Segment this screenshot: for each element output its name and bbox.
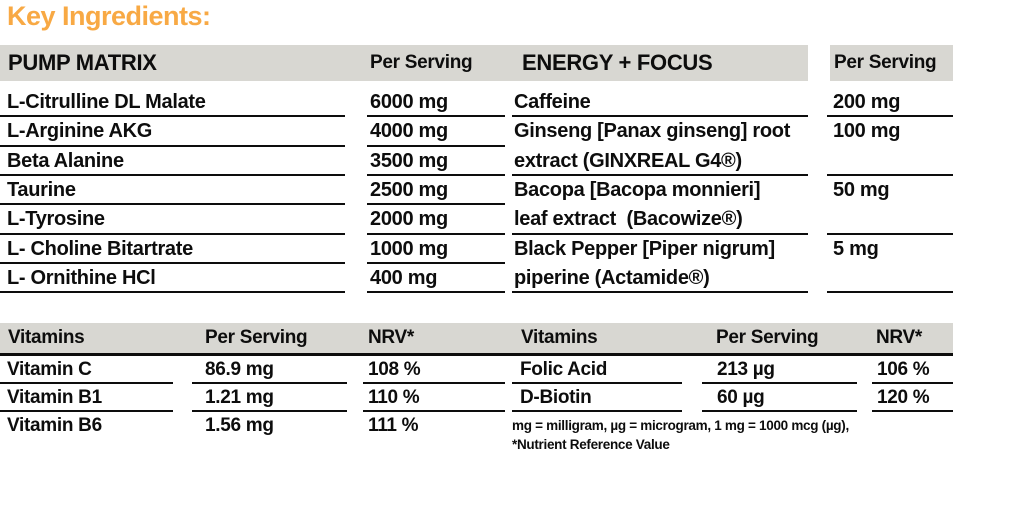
ingredient-name-line: Ginseng [Panax ginseng] root	[514, 120, 791, 143]
top-header-bar: PUMP MATRIX Per Serving ENERGY + FOCUS	[0, 45, 808, 81]
vitamins-right-title: Vitamins	[521, 327, 598, 348]
table-row: Bacopa [Bacopa monnieri] leaf extract (B…	[512, 176, 953, 235]
ingredient-name: Black Pepper [Piper nigrum] piperine (Ac…	[512, 235, 808, 294]
vitamin-nrv: 108 %	[363, 356, 505, 385]
vitamin-name: Vitamin B6	[7, 415, 102, 437]
ingredient-amount: 6000 mg	[367, 88, 505, 118]
ingredient-amount: 100 mg	[827, 117, 953, 177]
table-row: Taurine 2500 mg	[0, 176, 505, 206]
ingredient-amount: 3500 mg	[367, 147, 505, 177]
ingredient-name-line: leaf extract (Bacowize®)	[514, 208, 743, 231]
vitamins-left-nrv-header: NRV*	[368, 327, 414, 348]
ingredient-amount: 2000 mg	[367, 205, 505, 235]
ingredient-name: L-Citrulline DL Malate	[0, 88, 345, 118]
table-row: L- Ornithine HCl 400 mg	[0, 264, 505, 294]
ingredient-name: L- Ornithine HCl	[0, 264, 345, 294]
footnote-line: mg = milligram, µg = microgram, 1 mg = 1…	[512, 418, 849, 433]
table-row: D-Biotin 60 µg 120 %	[512, 384, 953, 413]
ingredient-amount: 400 mg	[367, 264, 505, 294]
vitamin-amount: 1.56 mg	[205, 415, 274, 437]
table-row: Vitamin C 86.9 mg 108 %	[0, 356, 505, 385]
vitamin-amount: 86.9 mg	[192, 356, 347, 385]
vitamin-name: Vitamin C	[0, 356, 173, 385]
energy-focus-title: ENERGY + FOCUS	[522, 50, 713, 75]
table-row: L-Tyrosine 2000 mg	[0, 205, 505, 235]
vitamin-amount: 60 µg	[702, 384, 857, 413]
ingredient-name: Beta Alanine	[0, 147, 345, 177]
ingredient-amount: 4000 mg	[367, 117, 505, 147]
table-row: Caffeine 200 mg	[512, 88, 953, 118]
footnote-line: *Nutrient Reference Value	[512, 436, 670, 452]
ingredient-name: Taurine	[0, 176, 345, 206]
table-row: Beta Alanine 3500 mg	[0, 147, 505, 177]
table-row: Folic Acid 213 µg 106 %	[512, 356, 953, 385]
vitamins-header-bar: Vitamins Per Serving NRV* Vitamins Per S…	[0, 323, 953, 356]
vitamin-amount: 213 µg	[702, 356, 857, 385]
vitamins-right-nrv-header: NRV*	[876, 327, 922, 348]
vitamins-left-title: Vitamins	[8, 327, 85, 348]
ingredient-name: Bacopa [Bacopa monnieri] leaf extract (B…	[512, 176, 808, 235]
ingredient-amount: 2500 mg	[367, 176, 505, 206]
vitamin-nrv: 110 %	[363, 384, 505, 413]
energy-focus-table: Caffeine 200 mg Ginseng [Panax ginseng] …	[512, 88, 953, 294]
table-row: Vitamin B1 1.21 mg 110 %	[0, 384, 505, 413]
vitamin-nrv: 120 %	[872, 384, 953, 413]
ingredient-name-line: piperine (Actamide®)	[514, 267, 710, 290]
vitamin-nrv: 106 %	[872, 356, 953, 385]
ingredient-name: Caffeine	[512, 88, 808, 118]
vitamins-left-per-serving-header: Per Serving	[205, 327, 308, 348]
ingredient-amount: 50 mg	[827, 176, 953, 235]
vitamin-name: D-Biotin	[512, 384, 682, 413]
vitamin-name: Vitamin B1	[0, 384, 173, 413]
ingredient-name: L-Tyrosine	[0, 205, 345, 235]
ingredient-amount: 200 mg	[827, 88, 953, 118]
vitamins-left-table: Vitamin C 86.9 mg 108 % Vitamin B1 1.21 …	[0, 356, 505, 441]
table-row: Vitamin B6 1.56 mg 111 %	[0, 412, 505, 440]
pump-matrix-per-serving-header: Per Serving	[370, 52, 473, 73]
ingredient-name-line: extract (GINXREAL G4®)	[514, 149, 742, 172]
table-row: Black Pepper [Piper nigrum] piperine (Ac…	[512, 235, 953, 294]
ingredient-name-line: Black Pepper [Piper nigrum]	[514, 237, 775, 260]
vitamin-amount: 1.21 mg	[192, 384, 347, 413]
table-row: L-Arginine AKG 4000 mg	[0, 117, 505, 147]
page-title: Key Ingredients:	[7, 1, 211, 31]
vitamins-right-table: Folic Acid 213 µg 106 % D-Biotin 60 µg 1…	[512, 356, 953, 413]
energy-focus-per-serving-header: Per Serving	[834, 52, 937, 73]
ingredient-name: Ginseng [Panax ginseng] root extract (GI…	[512, 117, 808, 177]
table-row: L-Citrulline DL Malate 6000 mg	[0, 88, 505, 118]
energy-focus-per-serving-bar: Per Serving	[830, 45, 953, 81]
pump-matrix-title: PUMP MATRIX	[8, 50, 157, 75]
ingredient-amount: 1000 mg	[367, 235, 505, 265]
ingredient-name-line: Bacopa [Bacopa monnieri]	[514, 179, 761, 202]
table-row: Ginseng [Panax ginseng] root extract (GI…	[512, 117, 953, 177]
ingredient-name: L-Arginine AKG	[0, 117, 345, 147]
ingredient-name-line: Caffeine	[514, 91, 591, 113]
vitamins-right-per-serving-header: Per Serving	[716, 327, 819, 348]
ingredient-amount: 5 mg	[827, 235, 953, 294]
units-footnote: mg = milligram, µg = microgram, 1 mg = 1…	[512, 417, 892, 454]
pump-matrix-table: L-Citrulline DL Malate 6000 mg L-Arginin…	[0, 88, 505, 294]
table-row: L- Choline Bitartrate 1000 mg	[0, 235, 505, 265]
vitamin-nrv: 111 %	[368, 415, 419, 437]
vitamin-name: Folic Acid	[512, 356, 682, 385]
ingredient-name: L- Choline Bitartrate	[0, 235, 345, 265]
